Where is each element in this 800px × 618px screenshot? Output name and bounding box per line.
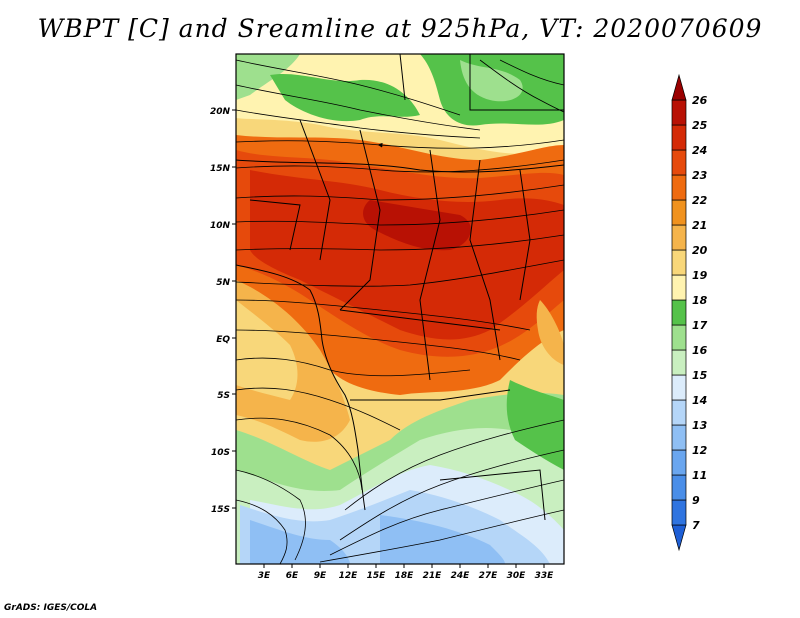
lon-label: 9E bbox=[314, 571, 327, 581]
wbpt-shading bbox=[236, 54, 564, 564]
colorbar-label: 13 bbox=[692, 419, 708, 432]
lon-label: 24E bbox=[451, 571, 471, 581]
lat-labels: 20N 15N 10N 5N EQ 5S 10S 15S bbox=[210, 107, 231, 515]
colorbar-label: 19 bbox=[692, 269, 708, 282]
lon-label: 18E bbox=[395, 571, 415, 581]
colorbar-label: 14 bbox=[692, 394, 707, 407]
lon-label: 3E bbox=[258, 571, 271, 581]
lon-label: 33E bbox=[535, 571, 555, 581]
lon-label: 21E bbox=[423, 571, 443, 581]
colorbar-label: 7 bbox=[692, 519, 700, 532]
colorbar-bin bbox=[671, 374, 687, 401]
colorbar-label: 18 bbox=[692, 294, 708, 307]
lon-label: 6E bbox=[286, 571, 299, 581]
lat-ticks bbox=[232, 109, 236, 509]
colorbar-label: 23 bbox=[692, 169, 708, 182]
colorbar-bin bbox=[671, 299, 687, 326]
colorbar-bin bbox=[671, 274, 687, 301]
colorbar-label: 12 bbox=[692, 444, 708, 457]
colorbar-label: 16 bbox=[692, 344, 708, 357]
lon-labels: 3E 6E 9E 12E 15E 18E 21E 24E 27E 30E 33E bbox=[258, 571, 554, 581]
colorbar-bin bbox=[671, 124, 687, 151]
colorbar-arrow-bottom bbox=[671, 524, 687, 552]
map-frame bbox=[235, 53, 565, 565]
colorbar-bin bbox=[671, 249, 687, 276]
lat-label: 10S bbox=[211, 448, 230, 458]
lat-label: 5S bbox=[217, 391, 230, 401]
lat-label: EQ bbox=[216, 335, 230, 345]
colorbar-bin bbox=[671, 499, 687, 526]
lat-label: 20N bbox=[210, 107, 231, 117]
lat-label: 15N bbox=[210, 164, 231, 174]
colorbar-label: 26 bbox=[692, 94, 708, 107]
streamlines bbox=[236, 59, 564, 564]
colorbar-bin bbox=[671, 349, 687, 376]
colorbar-label: 24 bbox=[692, 144, 707, 157]
colorbar-labels: 7 9 11 12 13 14 15 16 17 18 19 20 21 22 23 24 25 26 bbox=[692, 94, 708, 532]
colorbar-bin bbox=[671, 224, 687, 251]
colorbar-arrow-top bbox=[671, 73, 687, 101]
lon-label: 15E bbox=[367, 571, 387, 581]
colorbar-label: 22 bbox=[692, 194, 708, 207]
colorbar-bin bbox=[671, 149, 687, 176]
colorbar-bin bbox=[671, 99, 687, 126]
lon-label: 12E bbox=[339, 571, 359, 581]
colorbar-bin bbox=[671, 174, 687, 201]
colorbar-label: 25 bbox=[692, 119, 708, 132]
lon-ticks bbox=[263, 564, 545, 568]
lat-label: 5N bbox=[216, 278, 230, 288]
colorbar-bin bbox=[671, 199, 687, 226]
colorbar-bin bbox=[671, 424, 687, 451]
colorbar-bin bbox=[671, 399, 687, 426]
lat-label: 10N bbox=[210, 221, 231, 231]
colorbar-label: 9 bbox=[692, 494, 700, 507]
colorbar-label: 11 bbox=[692, 469, 707, 482]
colorbar-label: 17 bbox=[692, 319, 708, 332]
colorbar-bin bbox=[671, 449, 687, 476]
colorbar-label: 20 bbox=[692, 244, 708, 257]
chart-title: WBPT [C] and Sreamline at 925hPa, VT: 20… bbox=[37, 14, 763, 43]
lon-label: 30E bbox=[507, 571, 527, 581]
colorbar-label: 15 bbox=[692, 369, 708, 382]
lat-label: 15S bbox=[211, 505, 230, 515]
colorbar-bin bbox=[671, 324, 687, 351]
colorbar-bin bbox=[671, 474, 687, 501]
footer-credit: GrADS: IGES/COLA bbox=[4, 603, 98, 613]
lon-label: 27E bbox=[479, 571, 499, 581]
colorbar bbox=[671, 73, 687, 552]
colorbar-label: 21 bbox=[692, 219, 707, 232]
